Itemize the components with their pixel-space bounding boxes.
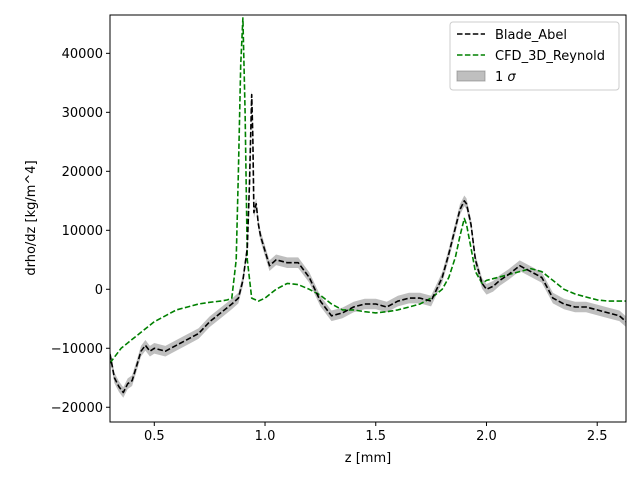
x-tick-label: 1.0 — [255, 429, 276, 444]
y-tick-label: 20000 — [62, 165, 103, 180]
y-tick-label: −20000 — [51, 401, 103, 416]
legend-box — [449, 21, 620, 91]
legend-swatch-sigma-band — [456, 70, 486, 82]
legend-label-cfd-3d-reynold: CFD_3D_Reynold — [495, 49, 605, 64]
x-tick-label: 2.0 — [476, 429, 497, 444]
y-tick-label: 10000 — [62, 224, 103, 239]
y-axis-label: drho/dz [kg/m^4] — [24, 160, 39, 275]
y-tick-label: 0 — [95, 283, 103, 298]
series-line-blade-abel — [110, 93, 626, 394]
x-tick-label: 1.5 — [365, 429, 386, 444]
x-axis: 0.5 1.0 1.5 2.0 2.5 — [144, 422, 608, 444]
legend-label-sigma-band: 1 σ — [495, 70, 516, 85]
y-tick-label: 30000 — [62, 106, 103, 121]
x-tick-label: 2.5 — [587, 429, 608, 444]
plot-data-area — [110, 17, 626, 398]
x-axis-label: z [mm] — [345, 451, 391, 466]
legend-label-blade-abel: Blade_Abel — [495, 28, 567, 43]
y-tick-label: −10000 — [51, 342, 103, 357]
y-axis: −20000 −10000 0 10000 20000 30000 40000 — [51, 47, 110, 416]
x-tick-label: 0.5 — [144, 429, 165, 444]
y-tick-label: 40000 — [62, 47, 103, 62]
legend: Blade_Abel CFD_3D_Reynold 1 σ — [449, 21, 620, 91]
series-line-cfd-3d-reynold — [110, 17, 626, 364]
plot-frame — [109, 14, 627, 423]
